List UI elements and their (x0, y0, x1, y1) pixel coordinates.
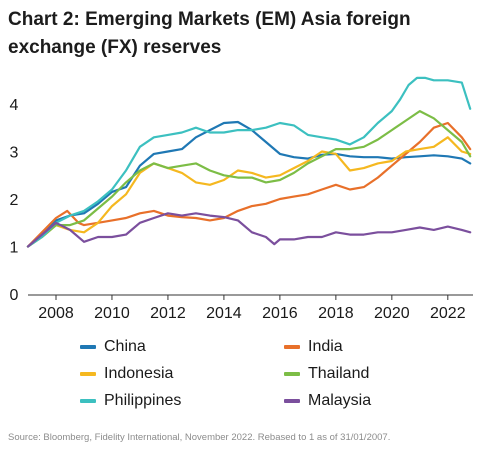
y-tick-label: 3 (10, 145, 19, 162)
series-line-india (26, 121, 472, 248)
x-tick-label: 2020 (374, 305, 410, 322)
x-tick-label: 2010 (94, 305, 130, 322)
series-line-philippines (26, 76, 472, 248)
x-tick-label: 2014 (206, 305, 242, 322)
y-tick-label: 4 (10, 97, 19, 114)
chart-source-note: Source: Bloomberg, Fidelity Internationa… (8, 432, 391, 443)
x-tick-label: 2012 (150, 305, 186, 322)
y-tick-label: 1 (10, 240, 19, 257)
series-line-thailand (26, 110, 472, 248)
series-line-indonesia (26, 136, 472, 248)
series-line-china (26, 120, 472, 248)
x-tick-label: 2022 (430, 305, 466, 322)
series-line-malaysia (26, 212, 472, 248)
y-tick-label: 2 (10, 192, 19, 209)
x-tick-label: 2018 (318, 305, 354, 322)
chart-title: Chart 2: Emerging Markets (EM) Asia fore… (8, 9, 411, 58)
x-tick-label: 2016 (262, 305, 298, 322)
y-tick-label: 0 (10, 287, 19, 304)
x-tick-label: 2008 (38, 305, 74, 322)
